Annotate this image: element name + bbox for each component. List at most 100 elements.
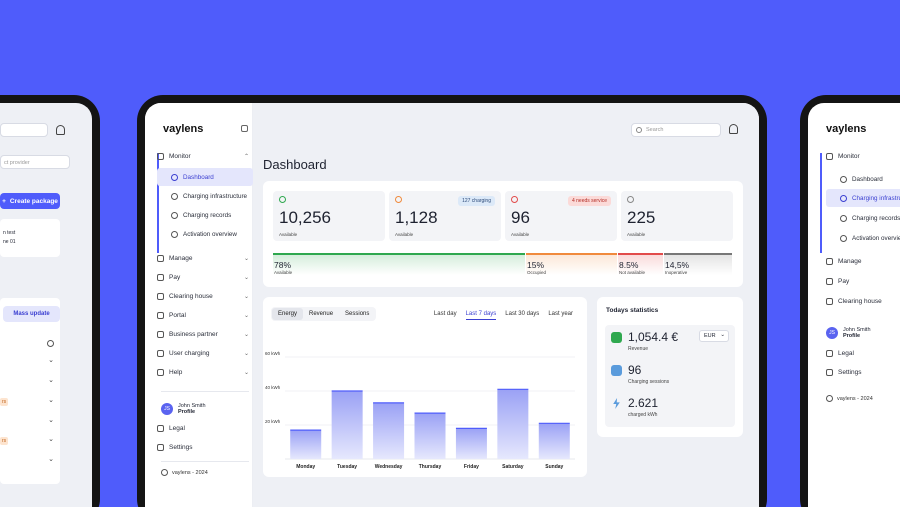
chevron-down-icon[interactable]: ⌄: [48, 397, 54, 404]
left-search-input[interactable]: [0, 123, 48, 137]
charger-icon: [171, 192, 178, 200]
monitor-icon: [157, 153, 164, 160]
nav-pay[interactable]: Pay: [826, 278, 900, 285]
search-placeholder: Search: [646, 127, 664, 133]
stat-value: 96: [511, 208, 530, 227]
nav-label: Charging records: [183, 211, 232, 219]
provider-select[interactable]: ct provider: [0, 155, 70, 169]
pay-icon: [826, 278, 833, 285]
avatar: JS: [161, 403, 173, 415]
sidebar-item-charging-records[interactable]: Charging records: [157, 206, 253, 224]
currency-select[interactable]: EUR ⌄: [699, 330, 729, 342]
tab-sessions[interactable]: Sessions: [345, 311, 370, 317]
stat-card-inoperative[interactable]: 225 Available: [621, 191, 733, 241]
card-line: ne 01: [3, 239, 16, 245]
nav-legal[interactable]: Legal: [157, 425, 249, 432]
mass-update-button[interactable]: Mass update: [3, 306, 60, 322]
bar: [497, 389, 529, 459]
sidebar-item-activation-overview[interactable]: Activation overview: [826, 229, 900, 247]
collapse-sidebar-icon[interactable]: [241, 125, 248, 132]
sidebar-item-charging-infrastructure[interactable]: Charging infrastructure: [157, 187, 253, 205]
y-tick-label: 40 kWh: [265, 385, 281, 390]
tab-revenue[interactable]: Revenue: [309, 311, 334, 317]
nav-manage[interactable]: Manage: [826, 258, 900, 265]
period-last-7-days[interactable]: Last 7 days: [465, 311, 497, 320]
occupancy-segment: 8.5% Not available: [618, 253, 663, 275]
stat-card-needs-service[interactable]: 4 needs service 96 Available: [505, 191, 617, 241]
nav-clearing-house[interactable]: Clearing house: [826, 298, 900, 305]
search-icon[interactable]: [47, 340, 54, 347]
nav-settings[interactable]: Settings: [826, 369, 900, 376]
stations-overview-card: 10,256 Available 127 charging 1,128 Avai…: [263, 181, 743, 287]
occupancy-label: Not available: [619, 270, 646, 275]
nav-label: User charging: [169, 350, 210, 357]
user-profile[interactable]: JS John Smith Profile: [161, 403, 206, 415]
monitor-icon: [826, 153, 833, 160]
y-tick-label: 60 kWh: [265, 351, 281, 356]
nav-settings[interactable]: Settings: [157, 444, 249, 451]
tab-energy[interactable]: Energy: [272, 308, 304, 320]
lightning-icon: [613, 398, 620, 409]
period-last-30-days[interactable]: Last 30 days: [505, 311, 540, 317]
x-tick-label: Saturday: [502, 464, 524, 470]
nav-label: Charging records: [852, 214, 900, 222]
chevron-down-icon[interactable]: ⌄: [48, 377, 54, 384]
x-tick-label: Thursday: [419, 464, 442, 470]
nav-help[interactable]: Help ⌄: [157, 369, 249, 376]
nav-pay[interactable]: Pay ⌄: [157, 274, 249, 281]
occupancy-bar: 78% Available 15% Occupied 8.5% Not available…: [273, 253, 733, 275]
nav-label: Pay: [169, 274, 181, 281]
notification-bell-icon[interactable]: [729, 124, 738, 134]
page-title: Dashboard: [263, 157, 327, 172]
chevron-down-icon[interactable]: ⌄: [48, 436, 54, 443]
user-profile[interactable]: JS John Smith Profile: [826, 327, 871, 339]
chevron-down-icon: ⌄: [243, 294, 249, 300]
chevron-up-icon: ⌃: [243, 154, 249, 160]
nav-label: Activation overview: [183, 230, 237, 238]
package-card[interactable]: n test ne 01: [0, 219, 60, 257]
records-icon: [171, 211, 178, 219]
sidebar-item-charging-records[interactable]: Charging records: [826, 209, 900, 227]
main-screen: vaylens Monitor ⌃ Dashboard Charging infr…: [145, 103, 759, 507]
user-name: John Smith: [843, 327, 871, 333]
nav-monitor[interactable]: Monitor ⌃: [157, 153, 249, 160]
create-package-label: Create package: [9, 197, 58, 205]
clearing-house-icon: [157, 293, 164, 300]
search-input[interactable]: Search: [631, 123, 721, 137]
period-last-year[interactable]: Last year: [548, 311, 573, 317]
period-tabs: Last day Last 7 days Last 30 days Last y…: [434, 311, 573, 320]
status-chip: rs: [0, 398, 9, 406]
y-tick-label: 20 kWh: [265, 419, 281, 424]
nav-user-charging[interactable]: User charging ⌄: [157, 350, 249, 357]
active-section-indicator: [820, 153, 822, 253]
nav-legal[interactable]: Legal: [826, 350, 900, 357]
sidebar-item-charging-infrastructure[interactable]: Charging infrastructure: [826, 189, 900, 207]
nav-manage[interactable]: Manage ⌄: [157, 255, 249, 262]
stat-card-charging[interactable]: 127 charging 1,128 Available: [389, 191, 501, 241]
chevron-down-icon[interactable]: ⌄: [48, 417, 54, 424]
nav-monitor[interactable]: Monitor: [826, 153, 900, 160]
nav-label: Monitor: [169, 153, 191, 160]
portal-icon: [157, 312, 164, 319]
bar: [538, 423, 570, 459]
nav-business-partner[interactable]: Business partner ⌄: [157, 331, 249, 338]
nav-label: Help: [169, 369, 183, 376]
stat-card-available[interactable]: 10,256 Available: [273, 191, 385, 241]
occupancy-label: Occupied: [527, 270, 547, 275]
period-last-day[interactable]: Last day: [433, 311, 457, 317]
right-screen: vaylens Monitor Dashboard Charging infra…: [808, 103, 900, 507]
nav-portal[interactable]: Portal ⌄: [157, 312, 249, 319]
chevron-down-icon[interactable]: ⌄: [48, 456, 54, 463]
nav-clearing-house[interactable]: Clearing house ⌄: [157, 293, 249, 300]
records-icon: [840, 214, 847, 222]
status-chip: rs: [0, 437, 9, 445]
logo: vaylens: [826, 123, 867, 135]
sidebar-item-dashboard[interactable]: Dashboard: [826, 170, 900, 188]
dashboard-icon: [840, 175, 847, 183]
bell-icon[interactable]: [56, 125, 65, 135]
create-package-button[interactable]: + Create package: [0, 193, 60, 209]
chevron-down-icon[interactable]: ⌄: [48, 357, 54, 364]
sidebar-item-activation-overview[interactable]: Activation overview: [157, 225, 253, 243]
sidebar-item-dashboard[interactable]: Dashboard: [157, 168, 253, 186]
active-section-indicator: [157, 153, 159, 253]
